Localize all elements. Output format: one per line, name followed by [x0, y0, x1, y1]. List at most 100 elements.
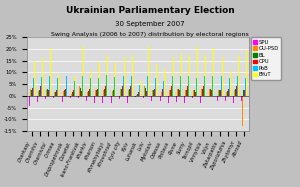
Bar [211, 89, 212, 96]
Bar [71, 94, 72, 96]
Bar [97, 89, 98, 96]
Bar [156, 64, 157, 96]
Bar [73, 90, 74, 96]
Bar [246, 50, 247, 96]
Bar [136, 95, 137, 96]
Bar [131, 76, 132, 96]
Bar [70, 96, 71, 98]
Bar [200, 96, 201, 103]
Bar [89, 89, 90, 96]
Bar [112, 90, 113, 96]
Bar [113, 89, 115, 96]
Bar [128, 90, 129, 96]
Bar [33, 78, 34, 96]
Bar [213, 48, 214, 96]
Bar [119, 96, 120, 99]
Bar [83, 46, 84, 96]
Text: Ukrainian Parliamentary Election: Ukrainian Parliamentary Election [66, 6, 234, 15]
Bar [137, 94, 138, 96]
Bar [64, 89, 65, 96]
Bar [195, 92, 196, 96]
Bar [148, 46, 149, 96]
Bar [168, 96, 169, 103]
Bar [65, 76, 67, 96]
Bar [188, 76, 189, 96]
Bar [163, 89, 164, 96]
Bar [212, 76, 213, 96]
Bar [72, 92, 73, 96]
Bar [41, 77, 42, 96]
Bar [40, 87, 41, 96]
Bar [58, 74, 59, 96]
Bar [45, 96, 46, 99]
Bar [31, 90, 32, 96]
Bar [243, 90, 244, 96]
Bar [226, 92, 227, 96]
Bar [111, 96, 112, 103]
Bar [177, 89, 178, 96]
Bar [135, 96, 136, 97]
Bar [50, 48, 51, 96]
Bar [30, 89, 31, 96]
Bar [181, 53, 182, 96]
Bar [53, 96, 54, 98]
Bar [187, 87, 188, 96]
Bar [164, 69, 165, 96]
Bar [218, 90, 219, 96]
Bar [217, 96, 218, 101]
Bar [29, 96, 30, 106]
Bar [202, 89, 203, 96]
Bar [233, 96, 234, 103]
Bar [74, 81, 75, 96]
Bar [121, 89, 122, 96]
Bar [185, 90, 186, 96]
Bar [38, 91, 39, 96]
Text: 30 September 2007: 30 September 2007 [115, 21, 185, 27]
Bar [147, 76, 148, 96]
Bar [99, 62, 100, 96]
Bar [222, 57, 223, 96]
Bar [32, 88, 33, 96]
Text: Swing Analysis (2006 to 2007) distribution by electoral regions: Swing Analysis (2006 to 2007) distributi… [51, 32, 249, 37]
Bar [140, 81, 141, 96]
Bar [152, 90, 153, 96]
Bar [245, 78, 246, 96]
Bar [88, 91, 89, 96]
Bar [146, 91, 147, 96]
Bar [87, 92, 88, 96]
Bar [143, 96, 144, 98]
Bar [169, 90, 170, 96]
Bar [242, 96, 243, 126]
Bar [75, 76, 76, 96]
Bar [184, 96, 185, 103]
Bar [171, 87, 172, 96]
Bar [154, 89, 155, 96]
Bar [46, 90, 47, 96]
Bar [81, 91, 82, 96]
Bar [193, 90, 194, 96]
Bar [244, 90, 245, 96]
Bar [49, 76, 50, 96]
Bar [155, 78, 156, 96]
Bar [172, 57, 174, 96]
Bar [67, 62, 68, 96]
Bar [95, 90, 96, 96]
Bar [228, 89, 229, 96]
Bar [78, 96, 79, 98]
Bar [203, 87, 204, 96]
Bar [106, 75, 107, 96]
Bar [236, 87, 237, 96]
Bar [139, 85, 140, 96]
Bar [102, 96, 104, 103]
Bar [176, 96, 177, 102]
Bar [161, 91, 163, 96]
Bar [153, 90, 154, 96]
Bar [105, 87, 106, 96]
Bar [57, 78, 58, 96]
Bar [127, 96, 128, 103]
Bar [170, 90, 171, 96]
Bar [219, 90, 220, 96]
Bar [197, 46, 198, 96]
Bar [104, 89, 105, 96]
Bar [130, 87, 131, 96]
